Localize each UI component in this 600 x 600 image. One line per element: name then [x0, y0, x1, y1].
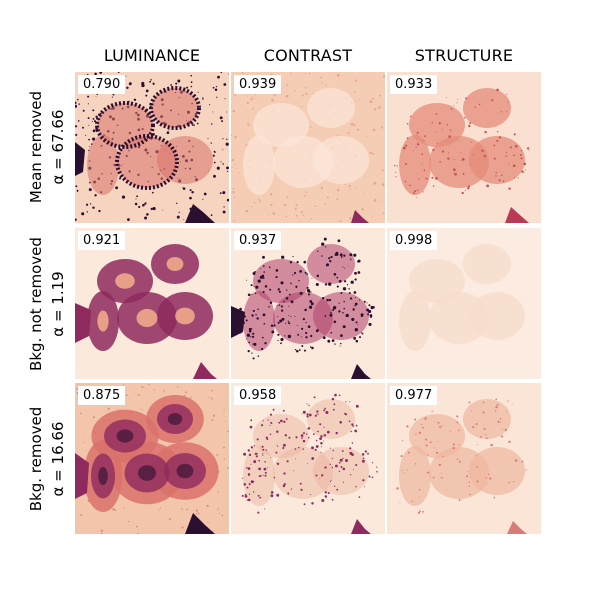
column-title-contrast: CONTRAST [263, 46, 353, 65]
image-panel-heavy-cells: 0.875 [75, 383, 229, 534]
image-panel-medium-cells: 0.933 [387, 72, 541, 223]
row-label-bkg-removed: Bkg. removed α = 16.66 [25, 382, 73, 536]
panel-texture [231, 383, 385, 534]
image-panel-dark-dotted: 0.790 [75, 72, 229, 223]
score-label: 0.958 [234, 386, 282, 405]
score-label: 0.937 [234, 231, 282, 250]
row-title: Bkg. removed [27, 406, 45, 512]
row-label-bkg-not-removed: Bkg. not removed α = 1.19 [25, 227, 73, 381]
panel-texture [387, 72, 541, 223]
image-panel-strong-cells: 0.921 [75, 228, 229, 379]
panel-texture [387, 383, 541, 534]
row-title: Mean removed [27, 90, 45, 204]
column-title-structure: STRUCTURE [414, 46, 514, 65]
panel-texture [231, 228, 385, 379]
panel-texture [75, 72, 229, 223]
score-label: 0.977 [390, 386, 438, 405]
image-panel-fine-speckle: 0.958 [231, 383, 385, 534]
score-label: 0.939 [234, 75, 282, 94]
score-label: 0.875 [78, 386, 126, 405]
image-panel-dark-speckle: 0.937 [231, 228, 385, 379]
panel-texture [75, 383, 229, 534]
row-alpha: α = 1.19 [49, 271, 67, 337]
panel-texture [387, 228, 541, 379]
score-label: 0.998 [390, 231, 438, 250]
image-panel-light-cells: 0.977 [387, 383, 541, 534]
score-label: 0.921 [78, 231, 126, 250]
score-label: 0.933 [390, 75, 438, 94]
image-panel-very-faint: 0.998 [387, 228, 541, 379]
row-alpha: α = 67.66 [49, 109, 67, 185]
score-label: 0.790 [78, 75, 126, 94]
image-panel-faint-texture: 0.939 [231, 72, 385, 223]
panel-texture [75, 228, 229, 379]
column-title-luminance: LUMINANCE [103, 46, 201, 65]
row-alpha: α = 16.66 [49, 421, 67, 497]
panel-texture [231, 72, 385, 223]
row-label-mean-removed: Mean removed α = 67.66 [25, 70, 73, 224]
row-title: Bkg. not removed [27, 237, 45, 371]
